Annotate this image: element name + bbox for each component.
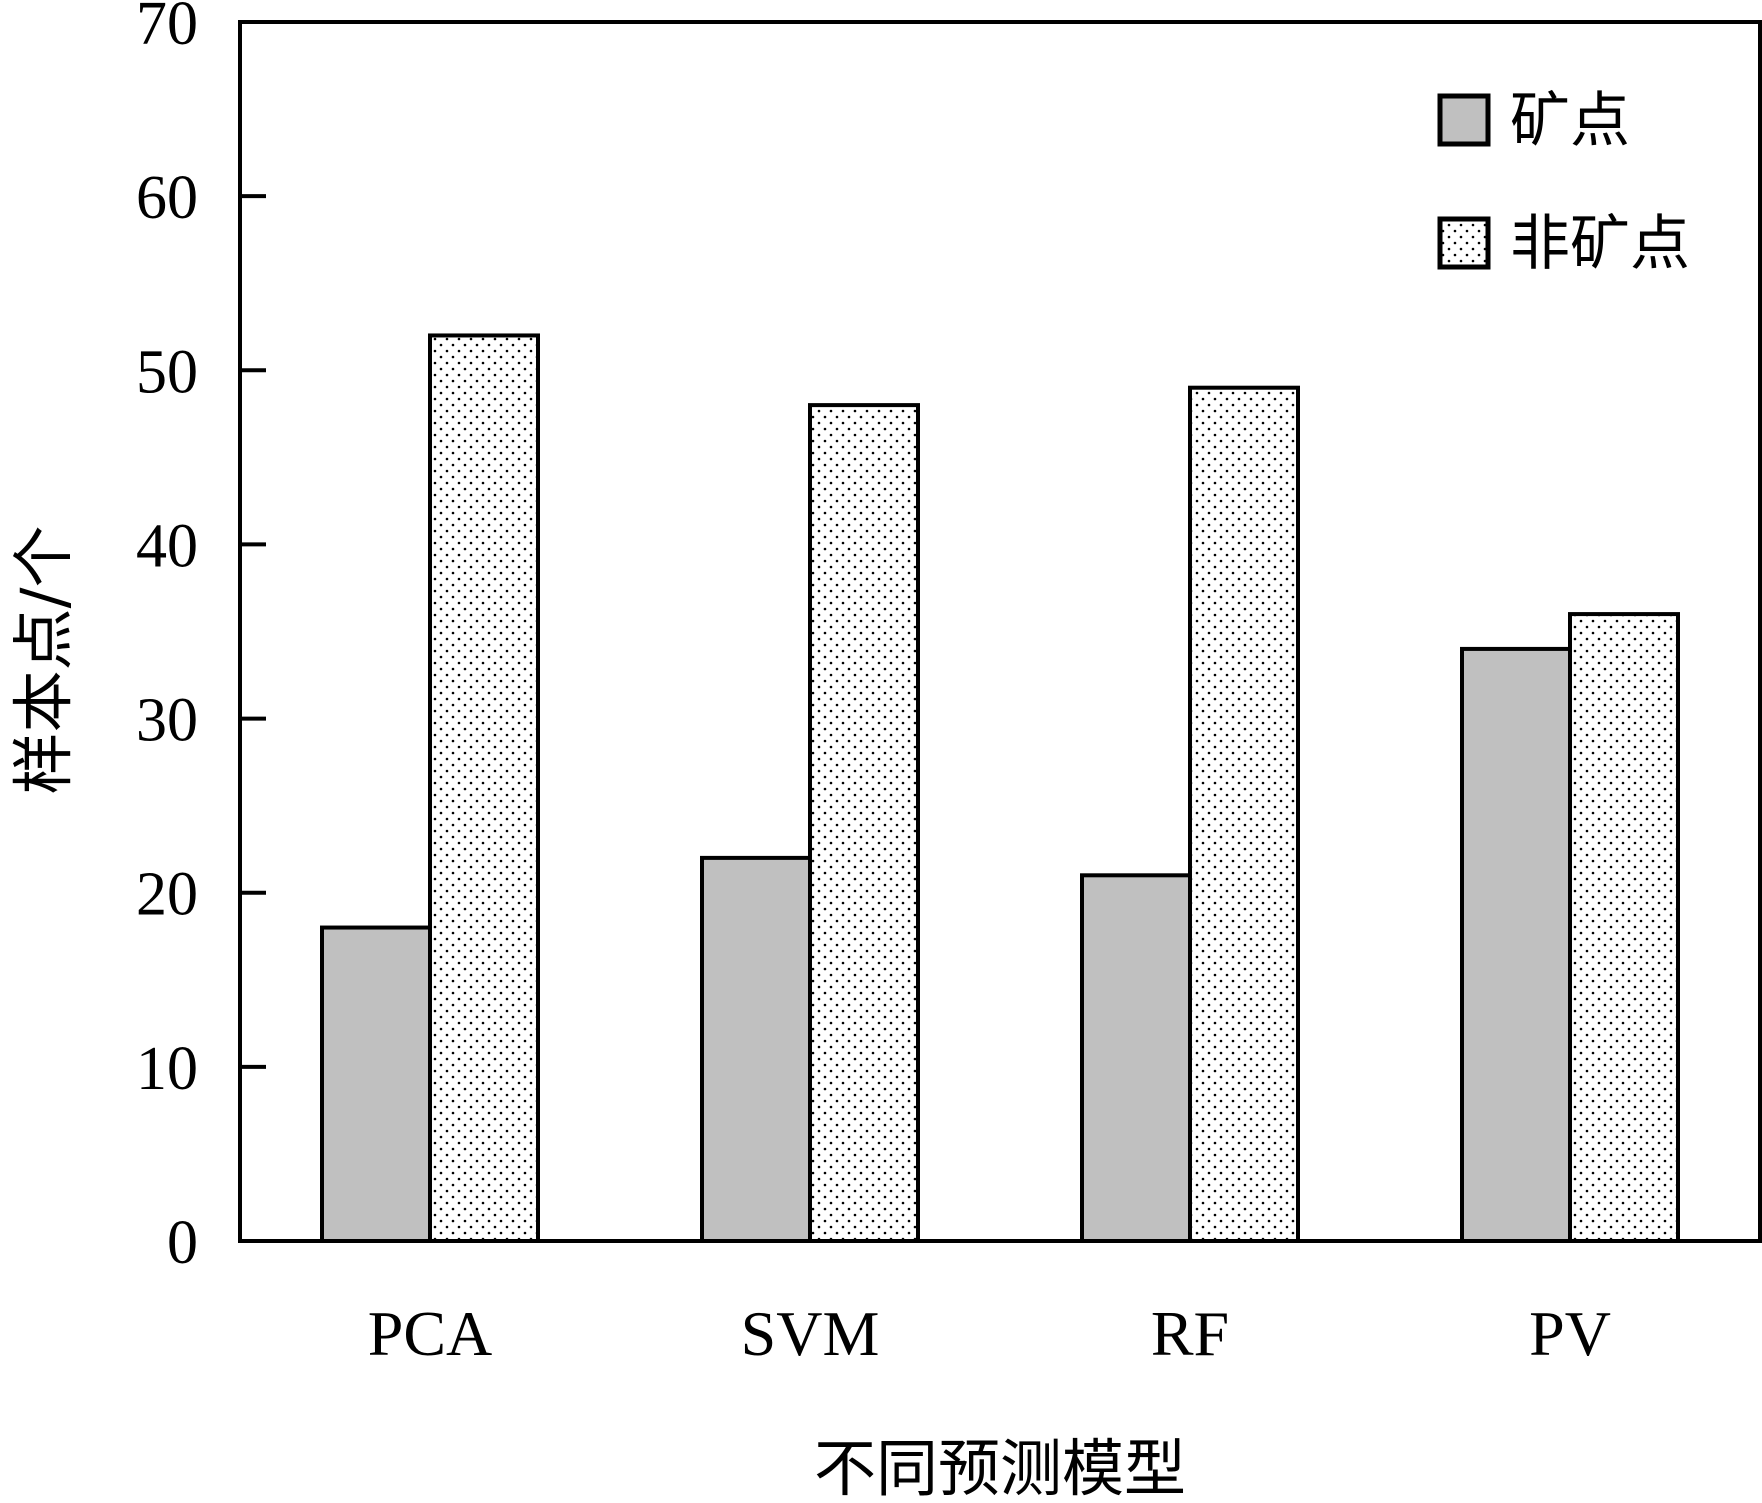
legend-swatch <box>1437 216 1491 270</box>
x-tick-label: SVM <box>741 1298 880 1369</box>
plot-area <box>238 20 1762 1243</box>
legend-swatch <box>1437 93 1491 147</box>
y-axis: 0 10 20 30 40 50 60 70 <box>136 0 266 1277</box>
bars <box>320 333 1680 1244</box>
legend-label: 非矿点 <box>1510 209 1690 279</box>
y-axis-title: 样本点/个 <box>7 526 80 795</box>
y-tick-label: 60 <box>136 164 198 232</box>
bar-non-ore-pca <box>428 333 540 1243</box>
y-tick-label: 0 <box>167 1209 198 1277</box>
bar-ore-svm <box>700 855 812 1244</box>
y-tick-label: 40 <box>136 512 198 580</box>
x-axis: PCA SVM RF PV <box>368 1298 1611 1369</box>
legend-label: 矿点 <box>1510 86 1630 156</box>
y-tick-label: 20 <box>136 861 198 929</box>
x-axis-title: 不同预测模型 <box>814 1432 1186 1503</box>
plot-frame <box>238 20 1762 1243</box>
bar-ore-pca <box>320 925 432 1243</box>
y-tick-label: 50 <box>136 338 198 406</box>
x-tick-label: PV <box>1529 1298 1611 1369</box>
bar-non-ore-pv <box>1568 612 1680 1243</box>
y-tick-label: 70 <box>136 0 198 58</box>
bar-non-ore-rf <box>1188 385 1300 1243</box>
y-tick-label: 30 <box>136 687 198 755</box>
x-tick-label: RF <box>1151 1298 1229 1369</box>
bar-ore-rf <box>1080 873 1192 1243</box>
x-tick-label: PCA <box>368 1298 493 1369</box>
bar-ore-pv <box>1460 646 1572 1243</box>
y-tick-label: 10 <box>136 1035 198 1103</box>
bar-non-ore-svm <box>808 403 920 1244</box>
